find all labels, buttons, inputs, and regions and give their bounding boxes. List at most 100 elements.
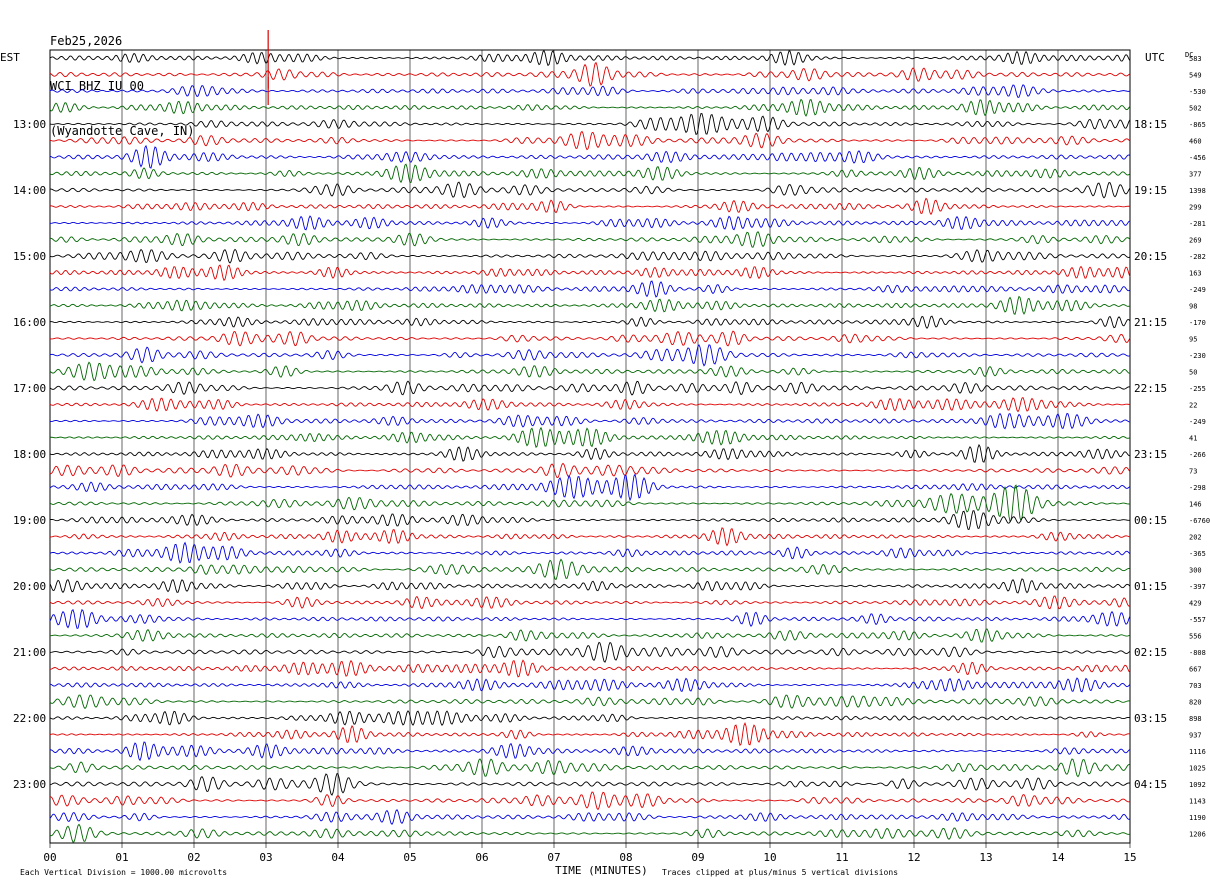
right-hour-label: 20:15 <box>1134 250 1167 263</box>
left-hour-label: 23:00 <box>13 778 46 791</box>
trace-row <box>49 473 1131 502</box>
left-hour-label: 13:00 <box>13 118 46 131</box>
dc-offset-label: 95 <box>1189 336 1197 344</box>
trace-row <box>49 215 1131 231</box>
dc-offset-label: -808 <box>1189 649 1206 657</box>
dc-offset-label: -397 <box>1189 583 1206 591</box>
trace-row <box>49 248 1131 264</box>
left-zone-label: EST <box>0 51 20 64</box>
dc-offset-label: 703 <box>1189 682 1202 690</box>
trace-row <box>49 541 1131 564</box>
x-tick-label: 10 <box>763 851 776 864</box>
trace-row <box>49 608 1131 629</box>
trace-row <box>49 280 1131 298</box>
x-tick-label: 14 <box>1051 851 1065 864</box>
dc-offset-label: 937 <box>1189 732 1202 740</box>
dc-offset-label: -266 <box>1189 451 1206 459</box>
x-tick-label: 07 <box>547 851 560 864</box>
dc-offset-label: 1398 <box>1189 187 1206 195</box>
x-tick-label: 03 <box>259 851 272 864</box>
dc-offset-label: 502 <box>1189 105 1202 113</box>
right-hour-label: 03:15 <box>1134 712 1167 725</box>
axis-labels: 00 01 02 03 04 05 06 07 08 09 10 11 12 13 14 15 583 549 -5… <box>13 55 1210 864</box>
dc-offset-label: 1092 <box>1189 781 1206 789</box>
x-tick-label: 06 <box>475 851 488 864</box>
plot-frame <box>49 49 1131 844</box>
dc-offset-label: 556 <box>1189 633 1202 641</box>
trace-row <box>49 758 1131 778</box>
trace-row <box>49 641 1131 663</box>
trace-row <box>49 197 1131 216</box>
trace-row <box>49 462 1131 479</box>
trace-row <box>49 84 1131 99</box>
plot-header: Feb25,2026 WCI BHZ IU 00 (Wyandotte Cave… <box>50 4 195 154</box>
trace-row <box>49 659 1131 678</box>
left-hour-label: 19:00 <box>13 514 46 527</box>
dc-offset-label: 1025 <box>1189 765 1206 773</box>
trace-row <box>49 694 1131 710</box>
x-tick-label: 15 <box>1123 851 1136 864</box>
dc-offset-label: -365 <box>1189 550 1206 558</box>
trace-row <box>49 628 1131 643</box>
x-tick-label: 09 <box>691 851 704 864</box>
trace-row <box>49 231 1131 248</box>
trace-row <box>49 412 1131 430</box>
trace-row <box>49 791 1131 811</box>
right-hour-label: 23:15 <box>1134 448 1167 461</box>
dc-offset-label: 300 <box>1189 567 1202 575</box>
trace-row <box>49 527 1131 547</box>
dc-offset-label: 50 <box>1189 369 1197 377</box>
x-tick-label: 04 <box>331 851 345 864</box>
trace-row <box>49 330 1131 347</box>
trace-row <box>49 677 1131 693</box>
trace-row <box>49 295 1131 315</box>
x-tick-label: 02 <box>187 851 200 864</box>
header-date: Feb25,2026 <box>50 34 123 48</box>
trace-row <box>49 264 1131 282</box>
dc-offset-label: 22 <box>1189 402 1197 410</box>
trace-row <box>49 181 1131 199</box>
trace-row <box>49 722 1131 747</box>
trace-row <box>49 578 1131 594</box>
dc-offset-label: -530 <box>1189 88 1206 96</box>
right-hour-label: 21:15 <box>1134 316 1167 329</box>
dc-offset-label: -456 <box>1189 154 1206 162</box>
left-hour-label: 21:00 <box>13 646 46 659</box>
dc-offset-label: 1206 <box>1189 831 1206 839</box>
dc-offset-label: 1190 <box>1189 814 1206 822</box>
dc-offset-label: 41 <box>1189 435 1197 443</box>
x-tick-label: 13 <box>979 851 992 864</box>
dc-offset-label: 549 <box>1189 72 1202 80</box>
right-hour-label: 01:15 <box>1134 580 1167 593</box>
trace-row <box>49 773 1131 796</box>
trace-row <box>49 484 1131 523</box>
dc-offset-label: 269 <box>1189 237 1202 245</box>
trace-row <box>49 130 1131 151</box>
right-hour-label: 22:15 <box>1134 382 1167 395</box>
dc-offset-label: 898 <box>1189 715 1202 723</box>
right-hour-label: 18:15 <box>1134 118 1167 131</box>
trace-row <box>49 163 1131 184</box>
trace-row <box>49 49 1131 67</box>
right-hour-label: 02:15 <box>1134 646 1167 659</box>
right-hour-label: 19:15 <box>1134 184 1167 197</box>
right-hour-label: 04:15 <box>1134 778 1167 791</box>
dc-offset-label: 460 <box>1189 138 1202 146</box>
x-tick-label: 12 <box>907 851 920 864</box>
x-tick-label: 11 <box>835 851 848 864</box>
trace-row <box>49 61 1131 87</box>
trace-row <box>49 380 1131 396</box>
dc-offset-label: -865 <box>1189 121 1206 129</box>
header-station: WCI BHZ IU 00 <box>50 79 144 93</box>
dc-offset-label: -230 <box>1189 352 1206 360</box>
right-zone-label: UTC <box>1145 51 1165 64</box>
trace-group <box>49 49 1131 843</box>
dc-offset-label: 163 <box>1189 270 1202 278</box>
trace-row <box>49 98 1131 117</box>
trace-row <box>49 595 1131 610</box>
trace-row <box>49 113 1131 135</box>
dc-offset-label: 429 <box>1189 600 1202 608</box>
dc-offset-label: 1143 <box>1189 798 1206 806</box>
dc-offset-label: 820 <box>1189 699 1202 707</box>
header-location: (Wyandotte Cave, IN) <box>50 124 195 138</box>
